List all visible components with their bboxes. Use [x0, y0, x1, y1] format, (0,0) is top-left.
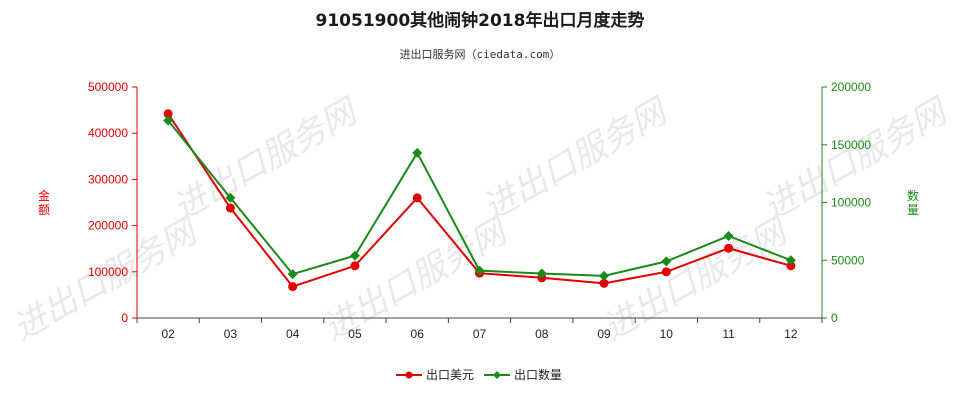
- axes: 0100000200000300000400000500000050000100…: [38, 80, 919, 341]
- x-tick-label: 07: [473, 327, 487, 341]
- x-tick-label: 09: [597, 327, 611, 341]
- series-layer: [163, 109, 796, 292]
- series-1-point[interactable]: [723, 230, 734, 241]
- series-1-point[interactable]: [412, 147, 423, 158]
- legend-label: 出口美元: [426, 368, 474, 382]
- y-axis-right-title: 数量: [907, 188, 919, 217]
- left-tick-label: 500000: [88, 80, 128, 94]
- series-0-point[interactable]: [599, 278, 609, 288]
- right-tick-label: 0: [831, 311, 838, 325]
- right-tick-label: 100000: [831, 196, 871, 210]
- series-1-point[interactable]: [163, 115, 174, 126]
- series-0-point[interactable]: [225, 203, 235, 213]
- x-tick-label: 12: [784, 327, 798, 341]
- right-tick-label: 150000: [831, 138, 871, 152]
- right-tick-label: 50000: [831, 253, 865, 267]
- x-tick-label: 08: [535, 327, 549, 341]
- left-tick-label: 0: [121, 311, 128, 325]
- watermark-text: 进出口服务网: [476, 90, 676, 229]
- y-axis-left-title: 金额: [38, 188, 50, 217]
- series-1-point[interactable]: [225, 192, 236, 203]
- x-tick-label: 11: [722, 327, 735, 341]
- x-tick-label: 05: [348, 327, 362, 341]
- series-0-point[interactable]: [163, 109, 173, 119]
- x-tick-label: 02: [161, 327, 175, 341]
- series-1-point[interactable]: [349, 250, 360, 261]
- left-tick-label: 300000: [88, 172, 128, 186]
- chart-title: 91051900其他闹钟2018年出口月度走势: [316, 10, 645, 31]
- watermark-text: 进出口服务网: [166, 90, 366, 229]
- chart-subtitle: 进出口服务网（ciedata.com）: [400, 47, 561, 61]
- legend-label: 出口数量: [514, 367, 562, 382]
- left-tick-label: 400000: [88, 126, 128, 140]
- x-tick-label: 03: [224, 327, 238, 341]
- legend-item-0[interactable]: 出口美元: [396, 368, 474, 382]
- series-0-point[interactable]: [786, 261, 796, 271]
- series-0-point[interactable]: [288, 282, 298, 292]
- x-tick-label: 10: [660, 327, 674, 341]
- legend[interactable]: 出口美元 出口数量: [396, 367, 562, 382]
- legend-marker: [493, 371, 501, 379]
- x-tick-label: 04: [286, 327, 300, 341]
- series-1-point[interactable]: [785, 255, 796, 266]
- x-tick-label: 06: [411, 327, 425, 341]
- left-tick-label: 100000: [88, 265, 128, 279]
- series-1-point[interactable]: [287, 269, 298, 280]
- series-0-point[interactable]: [350, 261, 360, 271]
- series-1-point[interactable]: [474, 265, 485, 276]
- series-1-point[interactable]: [599, 270, 610, 281]
- series-0-point[interactable]: [412, 193, 422, 203]
- series-1-point[interactable]: [536, 268, 547, 279]
- legend-item-1[interactable]: 出口数量: [484, 367, 562, 382]
- left-tick-label: 200000: [88, 219, 128, 233]
- series-1-point[interactable]: [661, 256, 672, 267]
- legend-marker: [405, 371, 413, 379]
- series-0-point[interactable]: [724, 243, 734, 253]
- series-0-point[interactable]: [661, 267, 671, 277]
- right-tick-label: 200000: [831, 80, 871, 94]
